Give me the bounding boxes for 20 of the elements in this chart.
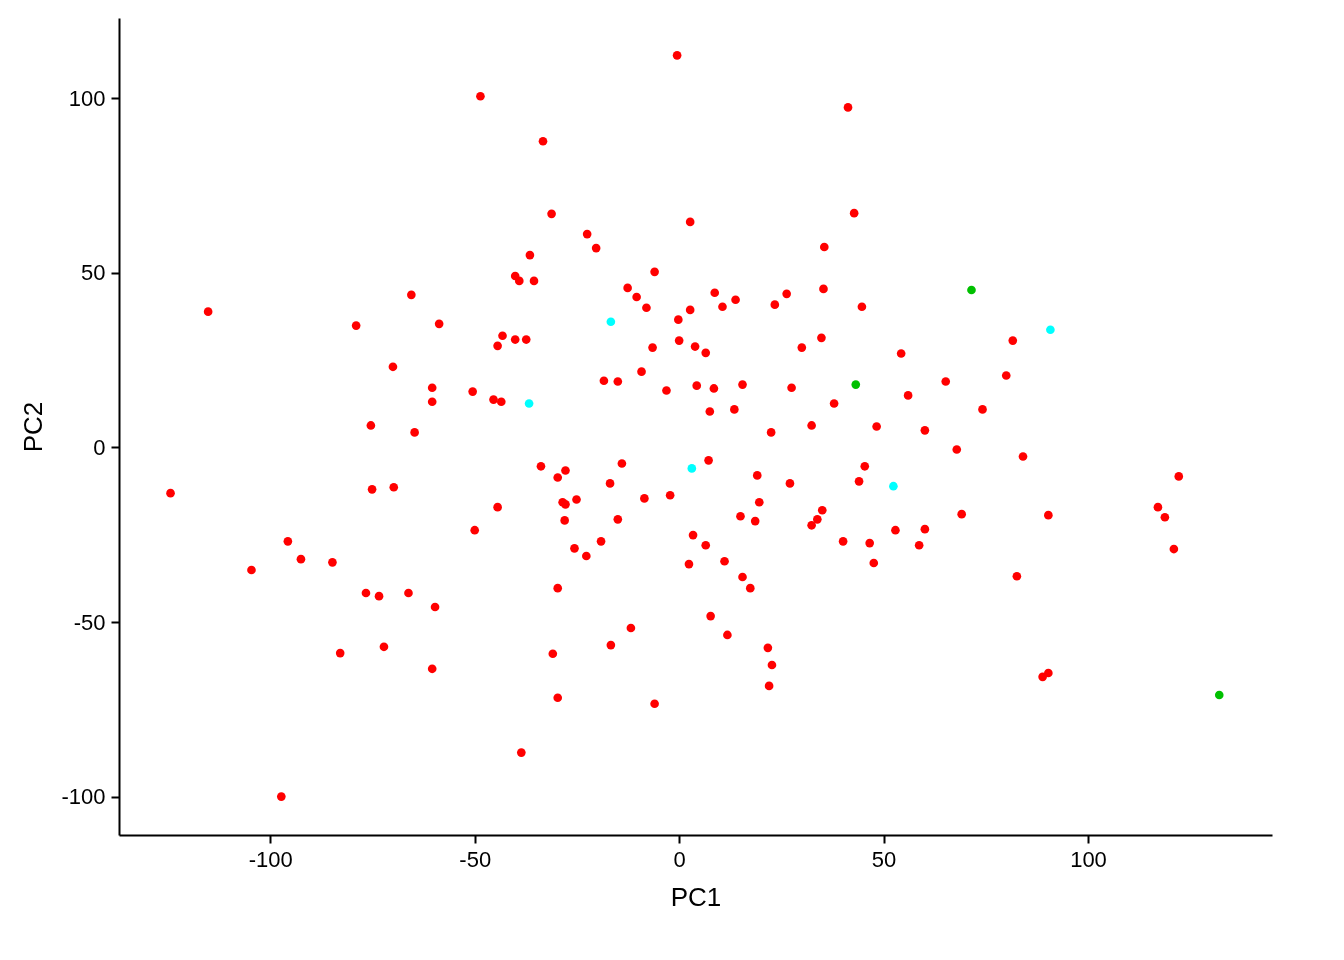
x-tick-label: 100 [1070, 846, 1107, 872]
point [606, 317, 616, 327]
point [967, 285, 976, 295]
point [687, 464, 697, 473]
y-axis-title: PC2 [18, 401, 49, 453]
point [1214, 690, 1224, 700]
x-tick-label: -50 [459, 846, 492, 872]
x-axis-title: PC1 [670, 881, 722, 912]
y-tick-label: 100 [68, 85, 106, 111]
x-tick-label: -100 [248, 846, 293, 872]
y-tick-label: -100 [61, 784, 106, 810]
y-tick-label: -50 [73, 609, 106, 635]
x-tick-label: 0 [673, 846, 686, 872]
y-tick-label: 0 [93, 434, 106, 460]
y-tick-label: 50 [81, 260, 106, 286]
point [1046, 325, 1055, 335]
point [851, 380, 861, 389]
point [524, 399, 534, 408]
point [889, 481, 898, 491]
x-tick-label: 50 [871, 846, 897, 872]
